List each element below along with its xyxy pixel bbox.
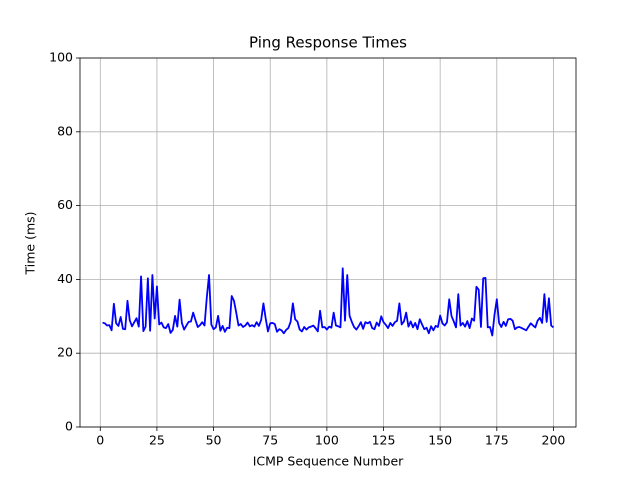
x-tick-label: 0 <box>96 433 104 448</box>
x-tick-label: 75 <box>262 433 278 448</box>
y-tick-label: 60 <box>57 197 73 212</box>
x-tick-label: 200 <box>542 433 566 448</box>
data-line <box>102 267 555 337</box>
x-tick-label: 25 <box>149 433 165 448</box>
plot-frame <box>79 57 577 428</box>
y-tick-label: 40 <box>57 271 73 286</box>
x-axis-label: ICMP Sequence Number <box>253 454 404 469</box>
y-axis-label: Time (ms) <box>23 211 38 275</box>
x-tick-label: 50 <box>206 433 222 448</box>
chart-title: Ping Response Times <box>249 34 407 52</box>
y-tick-label: 0 <box>65 419 73 434</box>
y-tick-label: 20 <box>57 345 73 360</box>
y-tick-label: 100 <box>49 50 73 65</box>
y-tick-label: 80 <box>57 123 73 138</box>
x-tick-label: 100 <box>315 433 339 448</box>
x-tick-label: 150 <box>428 433 452 448</box>
x-tick-label: 125 <box>372 433 396 448</box>
x-tick-label: 175 <box>485 433 509 448</box>
